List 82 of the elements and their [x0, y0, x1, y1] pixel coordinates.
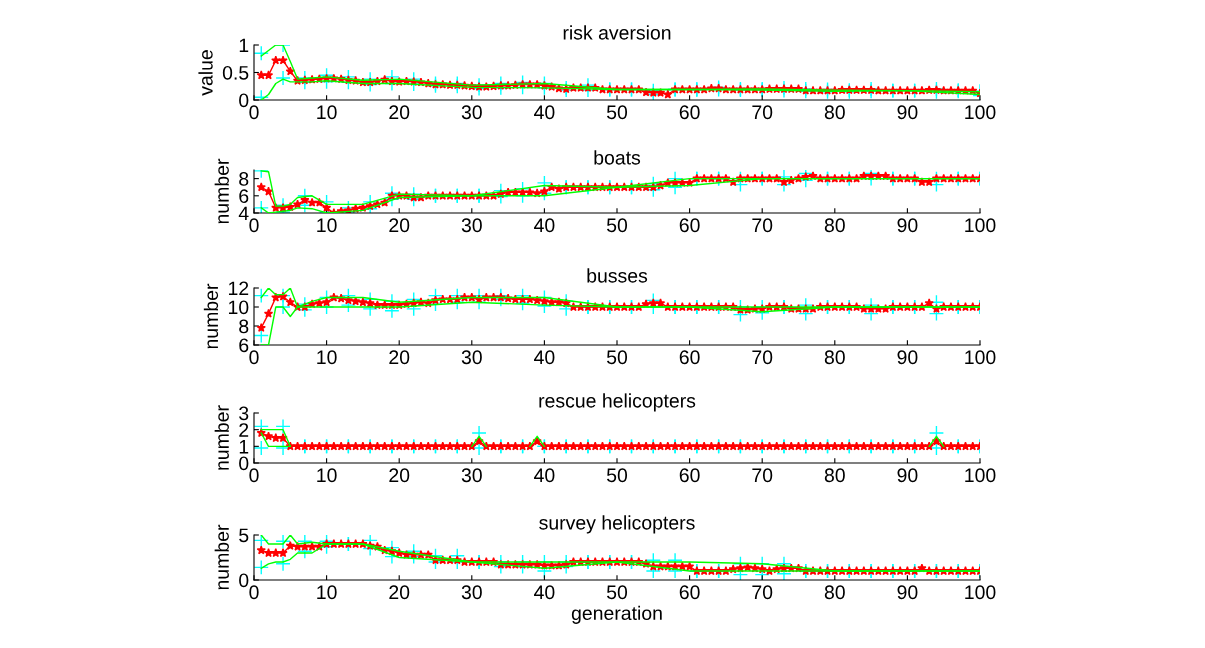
x-tick-label: 80	[824, 105, 845, 120]
y-tick-label: 8	[239, 319, 249, 334]
x-tick-label: 70	[752, 218, 773, 233]
x-tick-label: 30	[461, 468, 482, 483]
y-tick-label: 4	[238, 206, 249, 221]
x-tick-label: 40	[534, 468, 555, 483]
x-tick-label: 80	[824, 468, 845, 483]
y-axis-title: number	[214, 524, 229, 590]
y-tick-label: 0	[239, 93, 249, 108]
x-tick-label: 100	[965, 468, 996, 483]
x-tick-label: 30	[461, 350, 482, 365]
y-tick-label: 12	[229, 281, 249, 296]
y-tick-label: 0.5	[222, 65, 249, 80]
y-tick-label: 10	[229, 300, 249, 315]
x-tick-label: 70	[752, 105, 773, 120]
x-tick-label: 30	[461, 585, 482, 600]
x-tick-label: 80	[824, 350, 845, 365]
chart-title: survey helicopters	[539, 515, 695, 534]
y-tick-label: 1	[239, 38, 249, 53]
chart-title: boats	[594, 150, 641, 165]
x-tick-label: 40	[534, 105, 555, 120]
x-tick-label: 60	[679, 585, 700, 600]
chart-title: busses	[587, 268, 648, 283]
y-tick-label: 6	[239, 338, 249, 353]
x-tick-label: 50	[606, 585, 628, 600]
x-tick-label: 50	[606, 350, 628, 365]
x-tick-label: 100	[965, 218, 996, 233]
x-tick-label: 10	[317, 105, 337, 120]
y-axis-title: number	[203, 283, 219, 349]
x-tick-label: 80	[824, 218, 845, 233]
x-tick-label: 50	[606, 218, 628, 233]
x-tick-label: 90	[897, 218, 918, 233]
x-tick-label: 60	[679, 350, 700, 365]
x-tick-label: 20	[389, 585, 410, 600]
x-tick-label: 10	[317, 218, 337, 233]
x-tick-label: 90	[897, 468, 918, 483]
x-tick-label: 60	[679, 468, 700, 483]
y-axis-title: value	[198, 50, 213, 96]
x-tick-label: 90	[897, 585, 918, 600]
y-axis-title: number	[214, 158, 229, 224]
chart-title: rescue helicopters	[539, 393, 696, 412]
x-tick-label: 10	[317, 468, 337, 483]
y-tick-label: 5	[239, 528, 249, 543]
x-tick-label: 90	[897, 105, 918, 120]
x-tick-label: 0	[249, 585, 259, 600]
x-tick-label: 40	[534, 218, 555, 233]
x-tick-label: 60	[679, 105, 700, 120]
x-tick-label: 90	[897, 350, 918, 365]
x-axis-title: generation	[571, 605, 662, 624]
x-tick-label: 0	[249, 218, 259, 233]
x-tick-label: 70	[752, 350, 773, 365]
x-tick-label: 10	[317, 585, 337, 600]
x-tick-label: 0	[249, 468, 259, 483]
y-axis-title: number	[214, 405, 229, 470]
x-tick-label: 100	[965, 105, 996, 120]
x-tick-label: 20	[389, 468, 410, 483]
chart-title: risk aversion	[563, 25, 671, 40]
x-tick-label: 40	[534, 350, 555, 365]
y-tick-label: 3	[239, 406, 249, 421]
x-tick-label: 50	[606, 468, 628, 483]
x-tick-label: 10	[317, 350, 337, 365]
x-tick-label: 100	[965, 350, 996, 365]
x-tick-label: 20	[389, 218, 410, 233]
x-tick-label: 0	[249, 105, 259, 120]
x-tick-label: 100	[965, 585, 996, 600]
x-tick-label: 50	[606, 105, 628, 120]
y-tick-label: 6	[239, 189, 249, 204]
x-tick-label: 30	[461, 105, 482, 120]
x-tick-label: 80	[824, 585, 845, 600]
y-tick-label: 0	[239, 573, 249, 588]
y-tick-label: 8	[239, 172, 249, 186]
x-tick-label: 40	[534, 585, 555, 600]
x-tick-label: 20	[389, 350, 410, 365]
x-tick-label: 70	[752, 468, 773, 483]
x-tick-label: 20	[389, 105, 410, 120]
y-tick-label: 1	[239, 440, 249, 454]
x-tick-label: 0	[249, 350, 259, 365]
x-tick-label: 60	[679, 218, 700, 233]
x-tick-label: 30	[461, 218, 482, 233]
y-tick-label: 0	[239, 456, 249, 471]
y-tick-label: 2	[239, 423, 249, 437]
x-tick-label: 70	[752, 585, 773, 600]
